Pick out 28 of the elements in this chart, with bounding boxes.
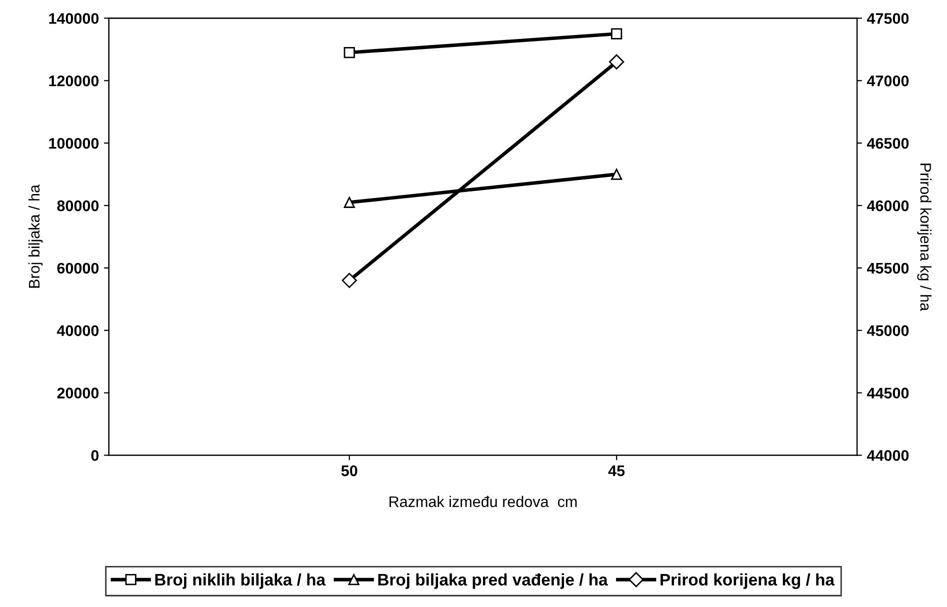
x-tick-label: 45	[608, 466, 625, 476]
point	[344, 46, 355, 58]
y2-tick-label: 45000	[866, 325, 909, 336]
y2-tick-label: 47500	[866, 13, 909, 24]
y-tick-label: 0	[91, 450, 99, 461]
point	[611, 168, 622, 180]
y-tick-label: 20000	[57, 388, 99, 398]
y2-tick-label: 44500	[866, 388, 909, 398]
x-tick-label: 50	[341, 465, 358, 476]
y-tick-label: 60000	[57, 262, 99, 274]
point	[611, 28, 622, 40]
y2-tick-label: 46500	[866, 138, 909, 149]
legend-label: Prirod korijena kg / ha	[660, 573, 835, 589]
y2-tick-label: 44000	[866, 450, 909, 461]
legend-label: Broj biljaka pred vađenje / ha	[378, 573, 608, 589]
x-axis-title: Razmak između redova cm	[390, 496, 577, 508]
y-axis-title: Broj biljaka / ha	[28, 184, 43, 288]
y-tick-label: 140000	[49, 13, 99, 24]
y-tick-label: 80000	[57, 200, 99, 212]
point	[344, 196, 355, 208]
y-tick-label: 100000	[49, 138, 99, 149]
y2-axis-title: Prirod korijena kg / ha	[917, 164, 932, 312]
y-tick-label: 120000	[49, 76, 99, 86]
y2-tick-label: 46000	[866, 200, 909, 212]
legend-label: Broj niklih biljaka / ha	[155, 573, 326, 589]
y-tick-label: 40000	[56, 325, 99, 336]
y2-tick-label: 47000	[866, 76, 909, 86]
y2-tick-label: 45500	[866, 262, 909, 274]
